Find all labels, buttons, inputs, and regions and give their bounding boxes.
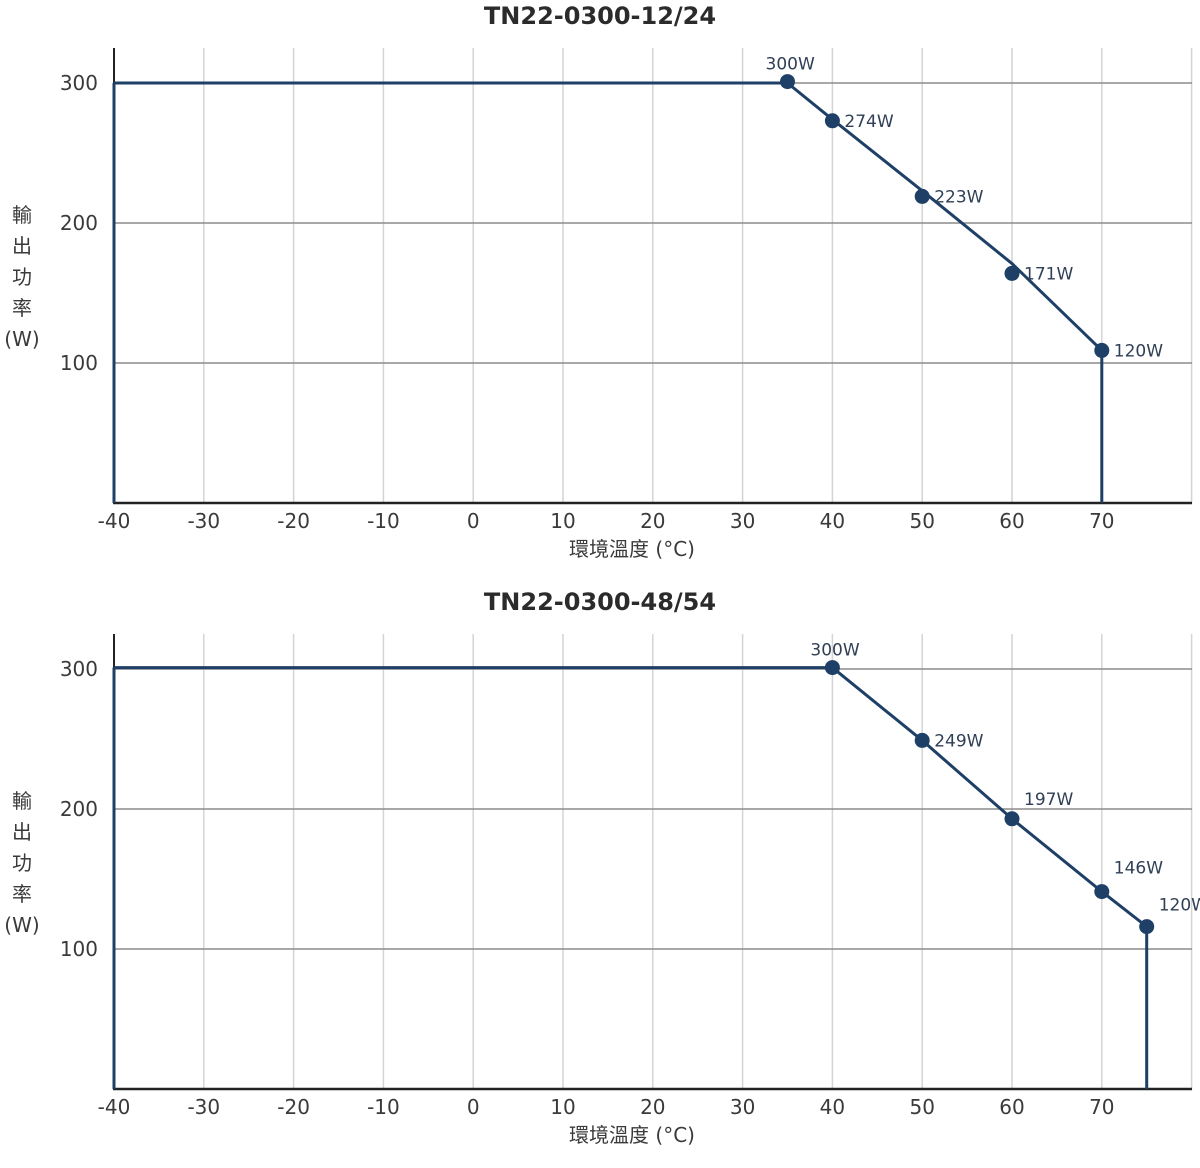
chart-title: TN22-0300-12/24: [483, 2, 717, 30]
data-label: 120W: [1159, 896, 1200, 916]
data-point-marker: [1094, 342, 1110, 358]
data-point-marker: [1004, 811, 1020, 827]
x-tick-label: 40: [820, 1095, 845, 1119]
x-tick-label: 60: [999, 509, 1024, 533]
x-tick-label: 50: [909, 509, 934, 533]
data-label: 300W: [810, 641, 859, 661]
y-tick-label: 100: [60, 351, 98, 375]
x-tick-label: 0: [467, 509, 480, 533]
data-label: 171W: [1024, 264, 1073, 284]
data-point-marker: [1004, 265, 1020, 281]
data-point-marker: [780, 74, 795, 90]
y-tick-label: 100: [60, 937, 98, 961]
y-axis-label-char: 輸: [12, 203, 32, 227]
line-chart: -40 -30 -20 -10 0 10 20 30 40 50 60 70 100 200 300 300W…: [60, 634, 1200, 1119]
x-tick-label: 10: [550, 509, 575, 533]
x-tick-label: 40: [820, 509, 845, 533]
x-tick-label: 50: [909, 1095, 934, 1119]
y-axis-label-char: 率: [12, 882, 32, 906]
x-tick-label: 60: [999, 1095, 1024, 1119]
y-axis-label: 輸 出 功 率 (W): [4, 200, 40, 355]
series-line: [114, 666, 1149, 1089]
y-tick-label: 300: [60, 71, 98, 95]
data-label: 120W: [1114, 341, 1163, 361]
line-chart: -40 -30 -20 -10 0 10 20 30 40 50 60 70 100 200 300 300W…: [60, 48, 1193, 533]
y-axis-label-char: 出: [12, 820, 32, 844]
y-axis-label: 輸 出 功 率 (W): [4, 786, 40, 941]
x-tick-label: -10: [367, 509, 400, 533]
x-tick-label: 70: [1089, 509, 1114, 533]
x-tick-label: 20: [640, 1095, 665, 1119]
x-tick-label: -40: [98, 1095, 131, 1119]
data-label: 197W: [1024, 790, 1073, 810]
y-axis-label-char: 出: [12, 234, 32, 258]
data-label: 274W: [844, 112, 893, 132]
data-label: 300W: [766, 55, 815, 75]
y-axis-label-char: (W): [4, 327, 40, 351]
x-tick-label: 20: [640, 509, 665, 533]
data-point-marker: [824, 113, 840, 129]
data-point-marker: [824, 660, 840, 676]
y-axis-label-char: 輸: [12, 789, 32, 813]
y-axis-label-char: (W): [4, 913, 40, 937]
x-tick-label: 0: [467, 1095, 480, 1119]
x-axis-label: 環境溫度 (°C): [569, 1123, 695, 1147]
chart-title: TN22-0300-48/54: [483, 588, 717, 616]
x-tick-label: -10: [367, 1095, 400, 1119]
x-tick-label: 30: [730, 509, 755, 533]
x-tick-label: -20: [277, 1095, 310, 1119]
x-tick-label: -40: [98, 509, 131, 533]
y-tick-label: 200: [60, 797, 98, 821]
data-label: 146W: [1114, 859, 1163, 879]
x-axis-label: 環境溫度 (°C): [569, 537, 695, 561]
data-label: 249W: [934, 731, 983, 751]
data-point-marker: [1094, 884, 1110, 900]
y-axis-label-char: 功: [12, 265, 32, 289]
data-point-marker: [1139, 919, 1155, 935]
chart-panel-2: TN22-0300-48/54 輸 出 功 率 (W) -40 -30 -20 -10…: [0, 586, 1200, 1168]
x-tick-label: 70: [1089, 1095, 1114, 1119]
y-tick-label: 300: [60, 657, 98, 681]
x-tick-label: -30: [187, 1095, 220, 1119]
x-tick-label: 10: [550, 1095, 575, 1119]
x-tick-label: -20: [277, 509, 310, 533]
y-tick-label: 200: [60, 211, 98, 235]
series-line: [114, 81, 1104, 503]
x-tick-label: 30: [730, 1095, 755, 1119]
y-axis-label-char: 率: [12, 296, 32, 320]
data-point-marker: [914, 732, 930, 748]
data-label: 223W: [934, 187, 983, 207]
chart-panel-1: TN22-0300-12/24 輸 出 功 率 (W) -40 -30 -20 -10…: [0, 0, 1200, 582]
x-tick-label: -30: [187, 509, 220, 533]
data-point-marker: [914, 188, 930, 204]
y-axis-label-char: 功: [12, 851, 32, 875]
